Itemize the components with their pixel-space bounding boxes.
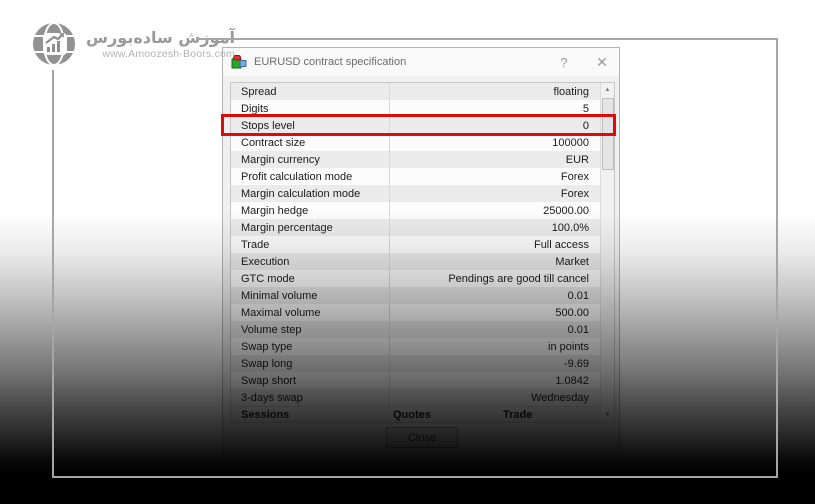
property-value-cell: 25000.00 <box>543 204 589 217</box>
property-value-cell: floating <box>553 85 589 98</box>
property-name-cell: Maximal volume <box>231 304 390 321</box>
specification-rows: Spread floating Digits 5 Stops level 0 <box>221 83 616 422</box>
property-name-cell: GTC mode <box>231 270 390 287</box>
table-row[interactable]: Margin hedge 25000.00 <box>231 202 600 219</box>
table-footer-header: Sessions Quotes Trade <box>231 406 600 422</box>
footer-column-sessions[interactable]: Sessions <box>241 408 290 421</box>
table-row[interactable]: Execution Market <box>231 253 600 270</box>
property-name-cell: Swap long <box>231 355 390 372</box>
property-value-cell: 5 <box>582 102 589 115</box>
property-value-cell: 0.01 <box>567 289 589 302</box>
property-name-cell: Trade <box>231 236 390 253</box>
frame-border-top <box>197 38 778 40</box>
property-name-cell: Swap short <box>231 372 390 389</box>
close-icon[interactable]: ✕ <box>596 53 608 70</box>
property-value-cell: Forex <box>560 170 589 183</box>
property-name-cell: Swap type <box>231 338 390 355</box>
property-value-cell: 100000 <box>552 136 589 149</box>
table-row[interactable]: Volume step 0.01 <box>231 321 600 338</box>
table-row[interactable]: 3-days swap Wednesday <box>231 389 600 406</box>
property-name-cell: Stops level <box>231 117 390 134</box>
table-row[interactable]: Margin percentage 100.0% <box>231 219 600 236</box>
close-button[interactable]: Close <box>386 427 458 448</box>
property-value-cell: in points <box>548 340 589 353</box>
property-value-cell: Pendings are good till cancel <box>448 272 589 285</box>
property-value-cell: Market <box>555 255 589 268</box>
table-row[interactable]: Margin currency EUR <box>231 151 600 168</box>
property-value-cell: 500.00 <box>555 306 589 319</box>
property-value-cell: 1.0842 <box>555 374 589 387</box>
property-value-cell: Wednesday <box>531 391 589 404</box>
property-name-cell: Margin percentage <box>231 219 390 236</box>
property-name-cell: 3-days swap <box>231 389 390 406</box>
table-row[interactable]: GTC mode Pendings are good till cancel <box>231 270 600 287</box>
property-name-cell: Margin calculation mode <box>231 185 390 202</box>
dialog-titlebar[interactable]: EURUSD contract specification ? ✕ <box>223 48 619 76</box>
table-row[interactable]: Spread floating <box>231 83 600 100</box>
scrollbar-thumb[interactable] <box>601 98 614 170</box>
table-row[interactable]: Digits 5 <box>231 100 600 117</box>
property-value-cell: -9.69 <box>563 357 589 370</box>
table-row[interactable]: Minimal volume 0.01 <box>231 287 600 304</box>
dialog-title: EURUSD contract specification <box>254 56 407 68</box>
brand-url: www.Amoozesh-Boors.com <box>102 48 236 60</box>
table-row[interactable]: Maximal volume 500.00 <box>231 304 600 321</box>
globe-chart-logo-icon <box>33 22 75 66</box>
table-row[interactable]: Profit calculation mode Forex <box>231 168 600 185</box>
help-icon[interactable]: ? <box>560 54 568 70</box>
frame-border-right <box>776 38 778 478</box>
property-name-cell: Volume step <box>231 321 390 338</box>
property-name-cell: Minimal volume <box>231 287 390 304</box>
property-value-cell: Forex <box>560 187 589 200</box>
frame-border-bottom <box>52 476 778 478</box>
property-value-cell: Full access <box>533 238 589 251</box>
vertical-scrollbar[interactable]: ▲ ▼ <box>600 83 614 422</box>
property-value-cell: 100.0% <box>551 221 589 234</box>
table-row[interactable]: Stops level 0 <box>221 114 616 136</box>
contract-specification-dialog: EURUSD contract specification ? ✕ Spread… <box>221 47 620 454</box>
footer-column-quotes[interactable]: Quotes <box>393 408 431 421</box>
property-name-cell: Execution <box>231 253 390 270</box>
property-name-cell: Digits <box>231 100 390 117</box>
table-row[interactable]: Contract size 100000 <box>231 134 600 151</box>
footer-column-trade[interactable]: Trade <box>503 408 533 421</box>
property-name-cell: Margin hedge <box>231 202 390 219</box>
property-name-cell: Contract size <box>231 134 390 151</box>
table-row[interactable]: Trade Full access <box>231 236 600 253</box>
property-name-cell: Profit calculation mode <box>231 168 390 185</box>
scroll-down-icon[interactable]: ▼ <box>601 408 614 422</box>
scroll-up-icon[interactable]: ▲ <box>601 83 614 97</box>
site-watermark: آموزش ساده‌بورس www.Amoozesh-Boors.com <box>30 20 235 68</box>
property-name-cell: Margin currency <box>231 151 390 168</box>
property-name-cell: Spread <box>231 83 390 100</box>
table-row[interactable]: Margin calculation mode Forex <box>231 185 600 202</box>
table-row[interactable]: Swap long -9.69 <box>231 355 600 372</box>
property-value-cell: 0 <box>582 119 589 132</box>
table-row[interactable]: Swap short 1.0842 <box>231 372 600 389</box>
specification-table: Spread floating Digits 5 Stops level 0 <box>221 82 616 423</box>
property-value-cell: 0.01 <box>567 323 589 336</box>
table-row[interactable]: Swap type in points <box>231 338 600 355</box>
frame-border-left <box>52 70 54 478</box>
property-value-cell: EUR <box>565 153 589 166</box>
